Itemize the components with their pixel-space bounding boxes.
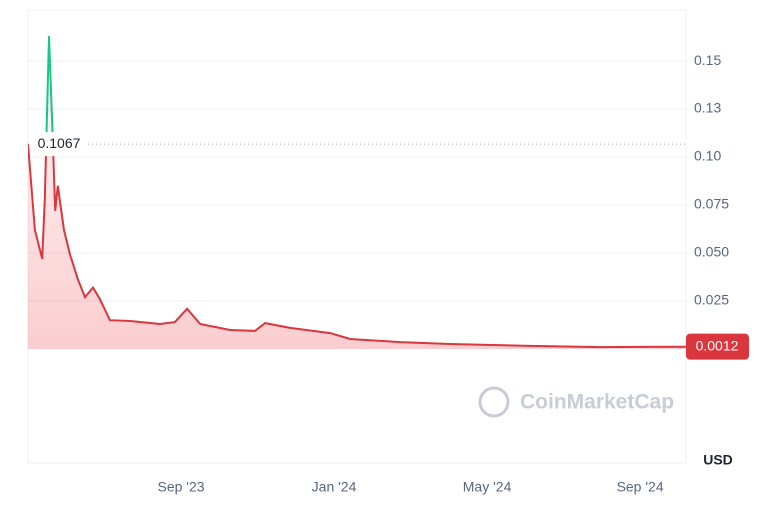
y-tick-label: 0.10 [694, 148, 721, 164]
watermark-text: CoinMarketCap [520, 391, 674, 414]
x-tick-label: Sep '23 [157, 479, 204, 495]
y-tick-label: 0.15 [694, 52, 721, 68]
y-tick-label: 0.025 [694, 292, 729, 308]
baseline-tag-text: 0.1067 [38, 135, 81, 151]
x-tick-label: Sep '24 [617, 479, 664, 495]
area [28, 36, 686, 349]
price-line [28, 144, 686, 349]
x-tick-label: May '24 [463, 479, 512, 495]
baseline-tag: 0.1067 [31, 132, 87, 157]
x-tick-label: Jan '24 [312, 479, 357, 495]
y-tick-label: 0.050 [694, 244, 729, 260]
y-tick-label: 0.075 [694, 196, 729, 212]
last-price-tag: 0.0012 [696, 337, 739, 353]
watermark: CoinMarketCap [478, 386, 674, 418]
baseline-tag-box [31, 132, 87, 157]
last-price-tag-box [686, 333, 749, 360]
y-tick-label: 0.13 [694, 100, 721, 116]
price-line-above-baseline [28, 36, 54, 145]
unit-label: USD [703, 452, 733, 468]
